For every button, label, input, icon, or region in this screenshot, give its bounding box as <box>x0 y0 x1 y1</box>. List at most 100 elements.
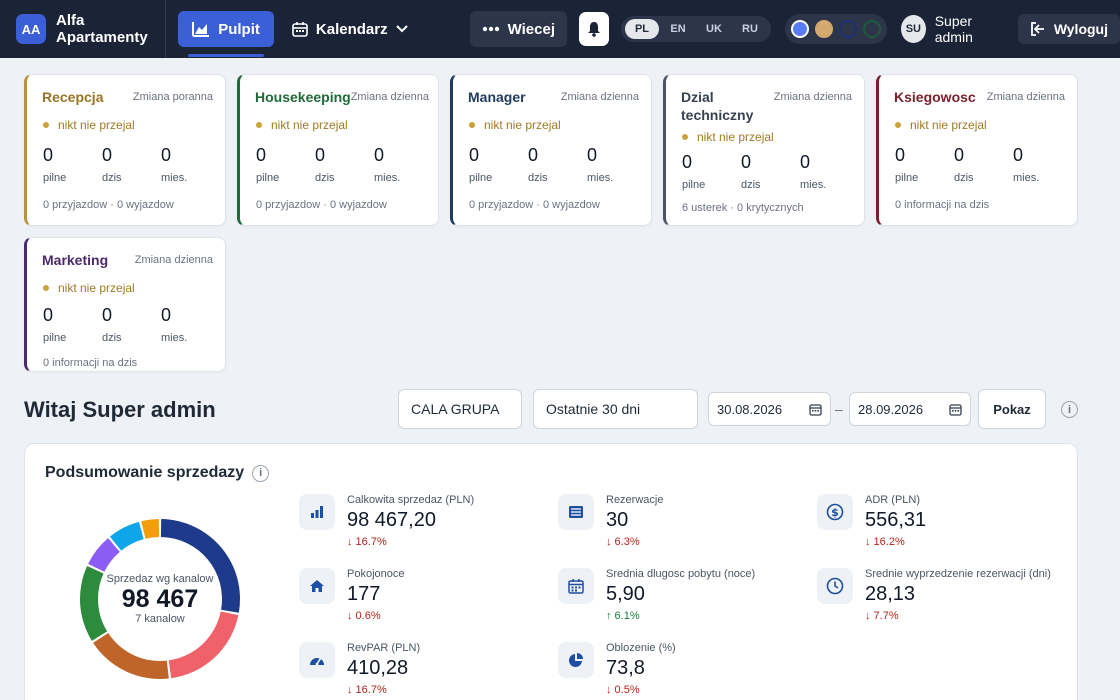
donut-segment[interactable] <box>93 633 169 679</box>
calendar-icon <box>292 22 308 37</box>
donut-sub: 7 kanalow <box>135 613 185 625</box>
kpi-value: 28,13 <box>865 583 916 605</box>
bell-icon <box>587 22 600 37</box>
card-stat-label: mies. <box>161 172 188 184</box>
pie-icon <box>558 642 594 678</box>
card-stats: 0 pilne 0 dzis 0 mies. <box>27 305 225 344</box>
donut-segment[interactable] <box>168 611 239 679</box>
card-stat-value: 0 <box>374 145 385 165</box>
kpi-item: Calkowita sprzedaz (PLN) 98 467,20 ↓ 16.… <box>299 494 474 548</box>
status-dot <box>43 285 49 291</box>
chevron-down-icon <box>395 25 408 33</box>
user-avatar[interactable]: SU <box>901 15 926 43</box>
kpi-change: ↓ 7.7% <box>865 610 899 622</box>
show-button[interactable]: Pokaz <box>978 389 1046 429</box>
card-stat-value: 0 <box>741 152 752 172</box>
home-icon <box>299 568 335 604</box>
card-header: Dzial techniczny Zmiana dzienna <box>666 75 864 124</box>
brand-badge: AA <box>16 14 47 44</box>
department-card[interactable]: Recepcja Zmiana poranna nikt nie przejal… <box>24 74 226 226</box>
date-to-value: 28.09.2026 <box>858 401 924 417</box>
theme-color-option[interactable] <box>863 20 881 38</box>
donut-label: Sprzedaz wg kanalow <box>106 573 214 585</box>
kpi-change: ↓ 0.5% <box>606 684 640 696</box>
sales-summary-title: Podsumowanie sprzedazy i <box>45 464 270 482</box>
department-card[interactable]: Ksiegowosc Zmiana dzienna nikt nie przej… <box>876 74 1078 226</box>
theme-color-option[interactable] <box>815 20 833 38</box>
card-stat: 0 mies. <box>374 145 433 184</box>
card-stat-label: dzis <box>954 172 974 184</box>
card-stat-label: dzis <box>741 179 761 191</box>
donut-segment[interactable] <box>80 566 108 641</box>
kpi-body: RevPAR (PLN) 410,28 ↓ 16.7% <box>347 642 420 696</box>
card-stats: 0 pilne 0 dzis 0 mies. <box>453 145 651 184</box>
logout-button[interactable]: Wyloguj <box>1017 14 1120 44</box>
more-label: Wiecej <box>507 20 555 38</box>
kpi-item: Srednia dlugosc pobytu (noce) 5,90 ↑ 6.1… <box>558 568 755 622</box>
card-stat: 0 dzis <box>954 145 1013 184</box>
user-name[interactable]: Super admin <box>934 13 973 45</box>
kpi-value: 177 <box>347 583 381 605</box>
kpi-change: ↑ 6.1% <box>606 610 640 622</box>
date-from-value: 30.08.2026 <box>717 401 783 417</box>
nav-calendar-button[interactable]: Kalendarz <box>278 11 422 47</box>
more-button[interactable]: Wiecej <box>469 11 567 47</box>
card-title: Dzial techniczny <box>681 89 754 123</box>
language-option-uk[interactable]: UK <box>706 23 722 35</box>
card-stat-label: pilne <box>43 332 67 344</box>
list-icon <box>558 494 594 530</box>
card-stat-label: pilne <box>469 172 493 184</box>
card-stat: 0 mies. <box>800 152 859 191</box>
department-card[interactable]: Manager Zmiana dzienna nikt nie przejal … <box>450 74 652 226</box>
brand[interactable]: AA Alfa Apartamenty <box>0 0 167 58</box>
card-stat-value: 0 <box>102 305 113 325</box>
card-status: nikt nie przejal <box>879 118 1077 132</box>
notifications-button[interactable] <box>578 12 609 46</box>
theme-color-option[interactable] <box>839 20 857 38</box>
card-stat-label: mies. <box>800 179 827 191</box>
department-card[interactable]: Dzial techniczny Zmiana dzienna nikt nie… <box>663 74 865 226</box>
card-shift: Zmiana poranna <box>132 91 213 103</box>
donut-segment[interactable] <box>88 538 120 572</box>
card-stat-value: 0 <box>528 145 539 165</box>
date-from-input[interactable]: 30.08.2026 <box>708 392 831 426</box>
card-shift: Zmiana dzienna <box>986 91 1065 103</box>
filters-info-icon[interactable]: i <box>1061 401 1078 418</box>
card-stat-value: 0 <box>161 305 172 325</box>
card-stat-value: 0 <box>1013 145 1024 165</box>
card-stat-value: 0 <box>43 145 54 165</box>
language-option-pl[interactable]: PL <box>625 19 659 39</box>
card-stat-value: 0 <box>43 305 54 325</box>
period-select[interactable]: Ostatnie 30 dni <box>533 389 698 429</box>
department-card[interactable]: Housekeeping Zmiana dzienna nikt nie prz… <box>237 74 439 226</box>
card-stat-value: 0 <box>800 152 811 172</box>
status-dot <box>256 122 262 128</box>
language-switcher: PL EN UK RU <box>621 16 771 42</box>
donut-segment[interactable] <box>160 519 241 613</box>
theme-color-option[interactable] <box>791 20 809 38</box>
card-stat-label: pilne <box>895 172 919 184</box>
card-stat: 0 mies. <box>161 305 220 344</box>
nav-dashboard-button[interactable]: Pulpit <box>178 11 274 57</box>
donut-segment[interactable] <box>109 521 144 551</box>
card-status: nikt nie przejal <box>666 130 864 144</box>
summary-info-icon[interactable]: i <box>252 464 270 482</box>
kpi-label: Srednia dlugosc pobytu (noce) <box>606 568 756 580</box>
card-title: Marketing <box>42 252 109 268</box>
kpi-label: Calkowita sprzedaz (PLN) <box>347 494 475 506</box>
language-option-ru[interactable]: RU <box>742 23 758 35</box>
card-footer: 0 informacji na dzis <box>895 199 990 211</box>
group-select[interactable]: CALA GRUPA <box>398 389 522 429</box>
donut-segment[interactable] <box>141 519 160 539</box>
donut-center: Sprzedaz wg kanalow 98 467 7 kanalow <box>71 510 249 688</box>
kpi-item: Rezerwacje 30 ↓ 6.3% <box>558 494 663 548</box>
language-option-en[interactable]: EN <box>670 23 686 35</box>
kpi-item: Pokojonoce 177 ↓ 0.6% <box>299 568 405 622</box>
channel-donut-chart: Sprzedaz wg kanalow 98 467 7 kanalow <box>71 510 249 688</box>
card-stat: 0 pilne <box>682 152 741 191</box>
department-card[interactable]: Marketing Zmiana dzienna nikt nie przeja… <box>24 237 226 372</box>
date-range-dash: – <box>835 401 843 417</box>
card-stat-label: mies. <box>1013 172 1040 184</box>
date-to-input[interactable]: 28.09.2026 <box>849 392 971 426</box>
card-stat-label: pilne <box>682 179 706 191</box>
